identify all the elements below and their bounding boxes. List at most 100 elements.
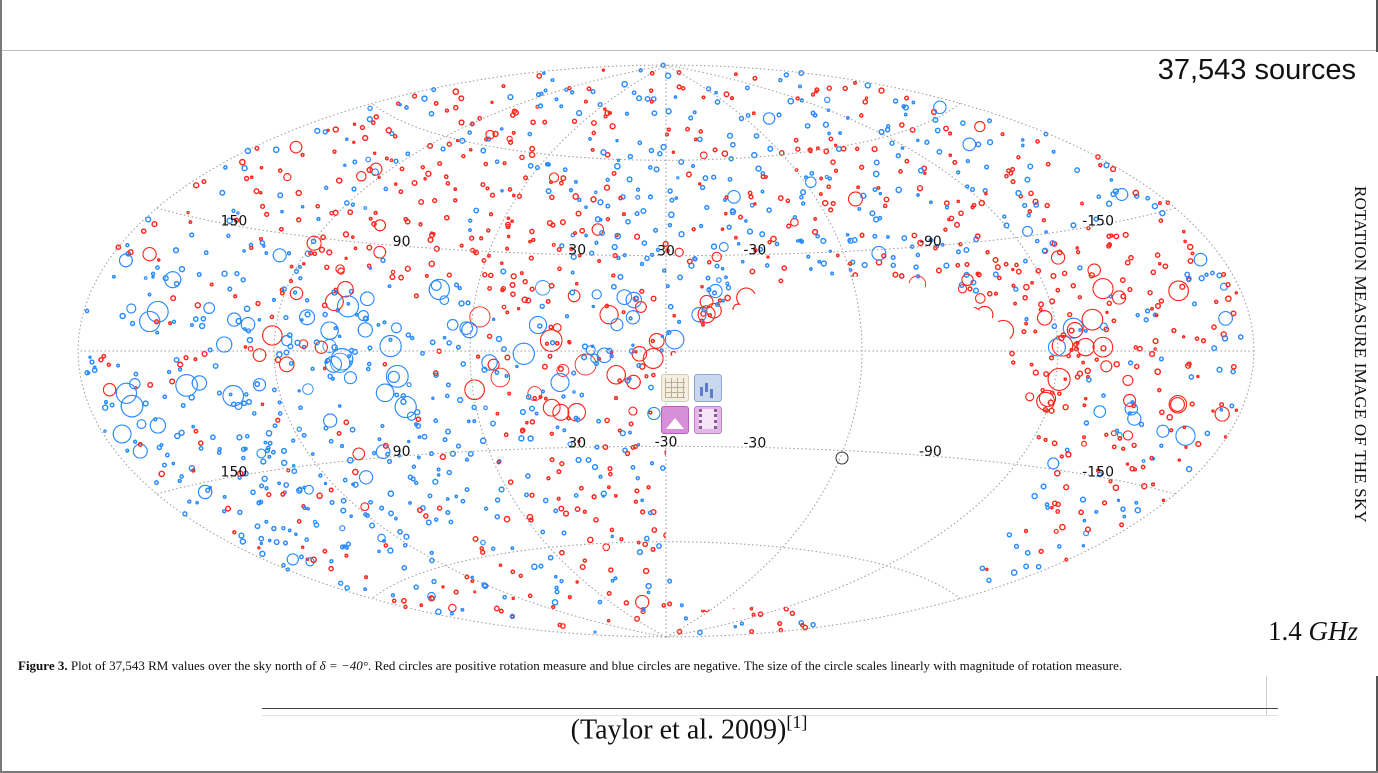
positive-rm-point [1120,277,1126,283]
positive-rm-point [177,361,184,368]
positive-rm-point [1122,231,1129,238]
negative-rm-point [329,500,335,505]
positive-rm-point [1111,318,1117,324]
positive-rm-point [1113,233,1120,240]
positive-rm-point [453,589,459,595]
negative-rm-point [1081,544,1086,548]
positive-rm-point [1095,154,1101,160]
positive-rm-point [557,266,562,271]
negative-rm-point [960,120,966,126]
negative-rm-point [1094,510,1099,514]
positive-rm-point [328,487,334,493]
positive-rm-point [1123,394,1137,407]
negative-rm-point [390,593,395,598]
positive-rm-point [611,170,617,176]
negative-rm-point [296,426,302,432]
negative-rm-point [1044,230,1048,234]
positive-rm-point [698,182,702,186]
positive-rm-point [344,256,348,260]
positive-rm-point [813,217,818,221]
negative-rm-point [617,274,624,280]
positive-rm-point [1112,290,1127,305]
negative-rm-point [277,481,281,486]
positive-rm-point [562,510,569,517]
positive-rm-point [584,99,588,104]
negative-rm-point [697,136,703,143]
negative-rm-point [873,159,880,166]
negative-rm-point [584,205,588,209]
positive-rm-point [320,234,326,241]
negative-rm-point [429,557,435,564]
positive-rm-point [1035,139,1040,144]
positive-rm-point [506,135,513,143]
negative-rm-point [112,274,116,279]
positive-rm-point [1149,351,1156,358]
positive-rm-point [1100,360,1113,373]
positive-rm-point [1044,202,1050,209]
positive-rm-point [552,403,570,421]
negative-rm-point [368,266,372,270]
positive-rm-point [840,145,847,152]
positive-rm-point [1157,201,1162,206]
negative-rm-point [420,351,425,356]
window-border-left [0,0,2,773]
positive-rm-point [234,217,240,223]
negative-rm-point [1127,411,1142,426]
negative-rm-point [547,555,554,561]
positive-rm-point [444,108,449,113]
window-border-right [1376,0,1378,52]
negative-rm-point [133,439,138,444]
negative-rm-point [830,271,834,276]
negative-rm-point [165,452,170,458]
negative-rm-point [359,470,374,485]
negative-rm-point [502,595,507,600]
negative-rm-point [177,479,182,484]
positive-rm-point [418,199,425,205]
negative-rm-point [237,509,243,516]
negative-rm-point [1141,459,1146,463]
positive-rm-point [1234,291,1238,295]
negative-rm-point [986,577,992,583]
positive-rm-point [1082,435,1086,440]
negative-rm-point [570,232,576,238]
positive-rm-point [391,598,397,604]
negative-rm-point [367,105,373,112]
negative-rm-point [173,280,180,287]
negative-rm-point [238,532,245,539]
positive-rm-point [855,146,860,151]
positive-rm-point [567,289,581,303]
positive-rm-point [883,196,890,203]
positive-rm-point [1170,397,1185,412]
positive-rm-point [691,227,696,232]
negative-rm-point [650,96,657,102]
negative-rm-point [393,158,399,164]
positive-rm-point [1184,445,1188,449]
negative-rm-point [691,307,707,323]
negative-rm-point [705,86,712,92]
negative-rm-point [594,240,599,245]
negative-rm-point [697,629,703,636]
positive-rm-point [661,603,667,608]
negative-rm-point [529,405,535,412]
negative-rm-point [265,430,273,437]
negative-rm-point [741,260,745,264]
negative-rm-point [142,400,149,407]
negative-rm-point [162,275,169,282]
positive-rm-point [247,345,254,352]
negative-rm-point [304,484,314,495]
negative-rm-point [313,522,320,528]
negative-rm-point [610,318,624,332]
positive-rm-point [943,227,948,232]
positive-rm-point [424,274,429,278]
positive-rm-point [512,193,516,198]
negative-rm-point [1210,270,1215,276]
positive-rm-point [510,273,517,280]
positive-rm-point [810,92,815,97]
negative-rm-point [257,318,262,322]
negative-rm-point [382,320,387,325]
positive-rm-point [480,549,486,555]
positive-rm-point [830,159,836,165]
positive-rm-point [439,453,446,460]
negative-rm-point [1074,167,1080,173]
negative-rm-point [527,131,533,137]
